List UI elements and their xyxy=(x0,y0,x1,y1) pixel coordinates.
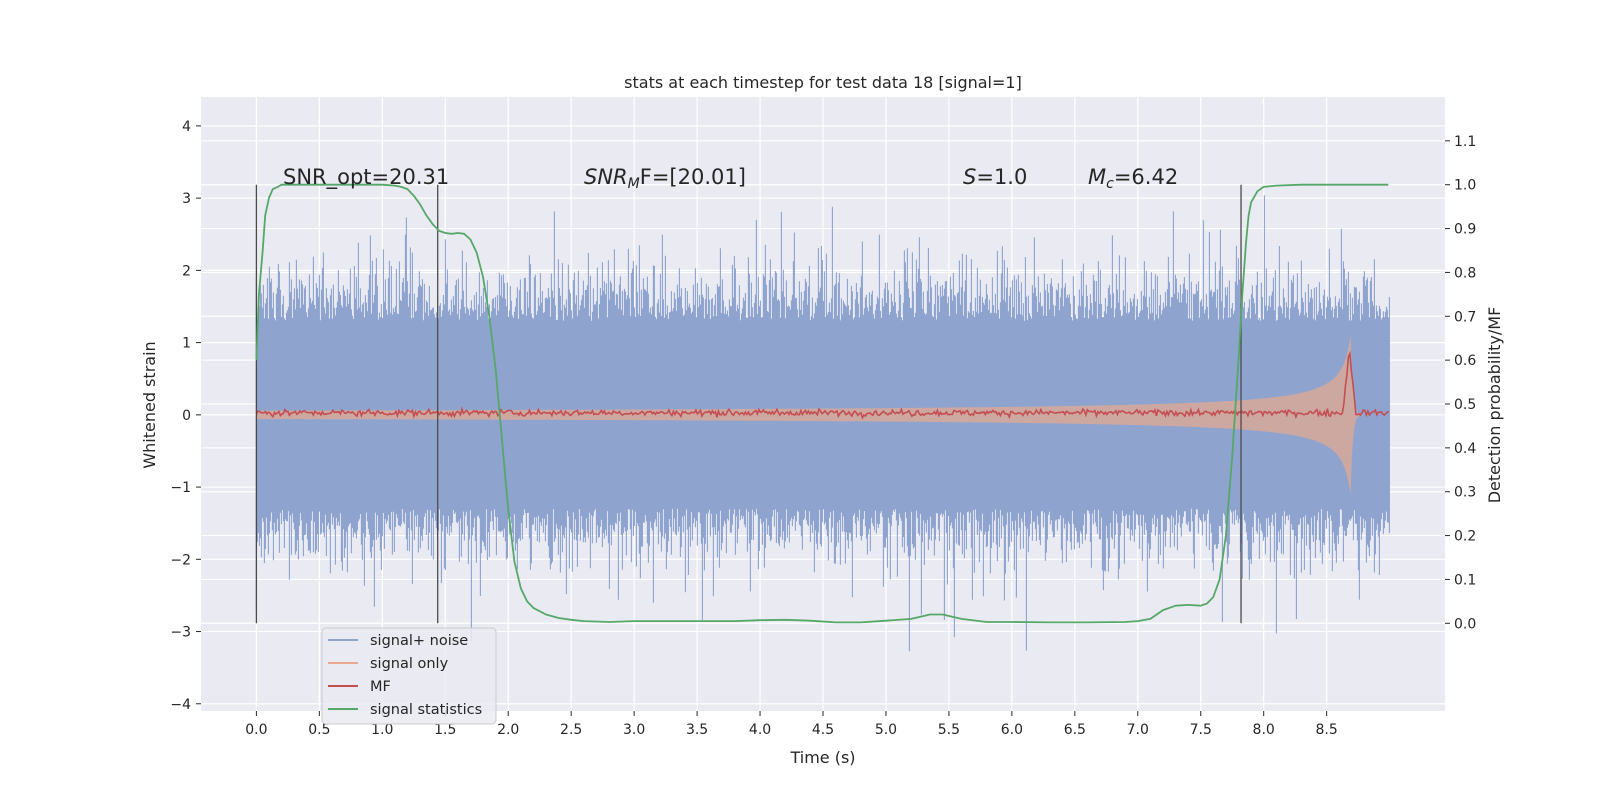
y-tick-label: 0 xyxy=(182,408,191,424)
signal-statistics-series xyxy=(255,183,1389,624)
mc-prefix: M xyxy=(1088,165,1106,189)
x-tick-label: 2.0 xyxy=(497,722,519,738)
x-tick-label: 2.5 xyxy=(560,722,582,738)
x-tick-label: 8.0 xyxy=(1253,722,1275,738)
x-tick-label: 1.0 xyxy=(371,722,393,738)
signal-only-series xyxy=(256,335,1390,495)
x-tick-label: 1.5 xyxy=(434,722,456,738)
mf-series xyxy=(255,350,1390,420)
y-tick-label: 4 xyxy=(182,119,191,135)
s-annotation: S=1.0 xyxy=(963,165,1027,189)
snr-opt-annotation: SNR_opt=20.31 xyxy=(283,165,449,190)
y-tick-label: 2 xyxy=(182,263,191,279)
y2-tick-label: 0.0 xyxy=(1454,616,1476,632)
x-tick-label: 8.5 xyxy=(1316,722,1338,738)
chart-title: stats at each timestep for test data 18 … xyxy=(624,73,1022,92)
mf-line xyxy=(255,350,1390,420)
x-tick-label: 7.5 xyxy=(1190,722,1212,738)
x-tick-label: 6.5 xyxy=(1064,722,1086,738)
s-prefix: S xyxy=(963,165,976,189)
x-axis-label: Time (s) xyxy=(789,748,855,767)
y-tick-label: −1 xyxy=(170,480,191,496)
x-tick-label: 5.5 xyxy=(938,722,960,738)
x-tick-label: 0.0 xyxy=(245,722,267,738)
signal-only-line xyxy=(256,335,1390,495)
x-tick-label: 3.5 xyxy=(686,722,708,738)
legend: signal+ noise signal only MF signal stat… xyxy=(321,627,497,725)
mc-suffix: =6.42 xyxy=(1114,165,1178,189)
y2-tick-label: 0.1 xyxy=(1454,572,1476,588)
s-suffix: =1.0 xyxy=(976,165,1027,189)
y-axis-label: Whitened strain xyxy=(140,341,159,468)
y2-tick-label: 0.7 xyxy=(1454,309,1476,325)
legend-label-signal-noise: signal+ noise xyxy=(370,633,468,649)
mc-annotation: Mc=6.42 xyxy=(1088,165,1178,192)
y-tick-label: −3 xyxy=(170,625,191,641)
y2-tick-label: 1.0 xyxy=(1454,178,1476,194)
legend-label-signal-only: signal only xyxy=(370,656,449,672)
y2-tick-label: 0.3 xyxy=(1454,485,1476,501)
snr-mf-suffix: F=[20.01] xyxy=(640,165,746,189)
legend-box xyxy=(321,627,497,725)
x-tick-label: 5.0 xyxy=(875,722,897,738)
y2-tick-label: 0.5 xyxy=(1454,397,1476,413)
x-tick-label: 6.0 xyxy=(1001,722,1023,738)
y-tick-label: −4 xyxy=(170,697,191,713)
y-tick-label: 3 xyxy=(182,191,191,207)
x-tick-label: 3.0 xyxy=(623,722,645,738)
x-tick-label: 7.0 xyxy=(1127,722,1149,738)
mc-sub: c xyxy=(1106,176,1114,192)
y-tick-label: 1 xyxy=(182,336,191,352)
axis-ticks: 0.0 0.5 1.0 1.5 2.0 2.5 3.0 3.5 4.0 4.5 5.0 5.5 6.0 6… xyxy=(170,119,1476,738)
y2-tick-label: 0.9 xyxy=(1454,222,1476,238)
snr-mf-prefix: SNR xyxy=(584,165,628,189)
y-tick-label: −2 xyxy=(170,552,191,568)
x-tick-label: 4.0 xyxy=(749,722,771,738)
y2-axis-label: Detection probability/MF xyxy=(1485,307,1504,504)
snr-mf-annotation: SNRMF=[20.01] xyxy=(584,165,746,192)
y2-tick-label: 0.8 xyxy=(1454,265,1476,281)
y2-tick-label: 0.4 xyxy=(1454,441,1476,457)
legend-label-signal-statistics: signal statistics xyxy=(370,702,482,718)
x-tick-label: 4.5 xyxy=(812,722,834,738)
y2-tick-label: 1.1 xyxy=(1454,134,1476,150)
signal-statistics-line xyxy=(255,183,1389,624)
y2-tick-label: 0.2 xyxy=(1454,529,1476,545)
vertical-markers xyxy=(255,184,1242,624)
x-tick-label: 0.5 xyxy=(308,722,330,738)
y2-tick-label: 0.6 xyxy=(1454,353,1476,369)
legend-label-mf: MF xyxy=(370,679,391,695)
snr-mf-sub: M xyxy=(628,176,640,192)
